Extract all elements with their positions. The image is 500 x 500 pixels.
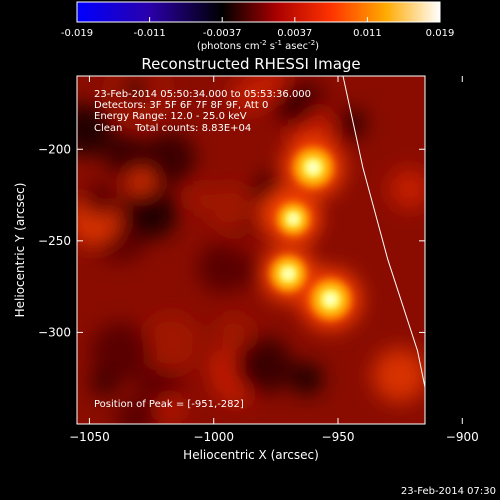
x-axis-ticks: −1050 −1000 −950 −900: [69, 76, 479, 444]
energy-range: Energy Range: 12.0 - 25.0 keV: [94, 111, 247, 122]
colorbar-tick-label: -0.019: [61, 28, 93, 39]
x-axis-label: Heliocentric X (arcsec): [183, 448, 319, 462]
texture-blob: [207, 184, 253, 231]
plot-title: Reconstructed RHESSI Image: [141, 55, 360, 73]
x-tick-label: −900: [446, 430, 479, 444]
colorbar-tick-label: 0.019: [426, 28, 455, 39]
y-tick-label: −300: [38, 325, 71, 339]
plot-frame: [76, 75, 426, 425]
source-blob: [308, 162, 319, 173]
x-tick-label: −1000: [193, 430, 234, 444]
texture-blob: [90, 322, 151, 382]
texture-blob: [138, 362, 182, 406]
unit-part: s: [267, 41, 275, 52]
time-range: 23-Feb-2014 05:50:34.000 to 05:53:36.000: [94, 89, 311, 100]
texture-blob: [126, 187, 178, 239]
texture-blob: [235, 336, 293, 394]
colorbar-ticks: [76, 17, 441, 22]
texture-blob: [231, 76, 267, 112]
x-tick-label: −1050: [69, 430, 110, 444]
texture-blob: [157, 396, 182, 421]
source-blob: [325, 294, 336, 305]
colorbar-tick-label: -0.0037: [203, 28, 242, 39]
texture-blob: [197, 242, 249, 293]
colorbar-tick-label: 0.011: [353, 28, 382, 39]
heatmap-sources: [261, 137, 361, 330]
colorbar-tick-label: 0.0037: [277, 28, 312, 39]
texture-blob: [290, 362, 324, 396]
unit-exp: -2: [260, 39, 267, 47]
texture-blob: [142, 131, 196, 186]
unit-exp: -1: [275, 39, 282, 47]
unit-part: ): [315, 41, 319, 52]
texture-blob: [274, 85, 315, 127]
texture-blob: [336, 108, 368, 139]
unit-part: (photons cm: [197, 41, 260, 52]
y-axis-ticks: −200 −250 −300: [38, 142, 425, 339]
texture-blob: [77, 103, 112, 156]
texture-blob: [388, 168, 425, 210]
unit-part: asec: [282, 41, 308, 52]
colorbar-unit-label: (photons cm-2 s-1 asec-2): [197, 39, 319, 52]
texture-blob: [129, 169, 155, 195]
texture-blob: [90, 368, 118, 397]
texture-blob: [185, 184, 213, 212]
texture-blob: [372, 348, 425, 403]
y-tick-label: −200: [38, 142, 71, 156]
heatmap: [77, 76, 425, 424]
y-tick-label: −250: [38, 234, 71, 248]
texture-blob: [103, 132, 146, 175]
texture-blob: [215, 314, 253, 352]
timestamp: 23-Feb-2014 07:30: [401, 486, 496, 497]
y-axis-label: Heliocentric Y (arcsec): [13, 183, 27, 318]
texture-blob: [115, 398, 158, 424]
texture-blob: [82, 183, 116, 217]
peak-position: Position of Peak = [-951,-282]: [94, 399, 244, 410]
x-tick-label: −950: [322, 430, 355, 444]
texture-blob: [141, 313, 201, 372]
source-blob: [289, 214, 298, 223]
solar-limb: [342, 76, 425, 390]
detectors: Detectors: 3F 5F 6F 7F 8F 9F, Att 0: [94, 100, 268, 111]
clean-counts: Clean Total counts: 8.83E+04: [94, 123, 251, 134]
colorbar-tick-label: -0.011: [133, 28, 165, 39]
texture-blob: [122, 76, 150, 103]
unit-exp: -2: [308, 39, 315, 47]
colorbar: [76, 1, 441, 23]
source-blob: [283, 269, 293, 279]
